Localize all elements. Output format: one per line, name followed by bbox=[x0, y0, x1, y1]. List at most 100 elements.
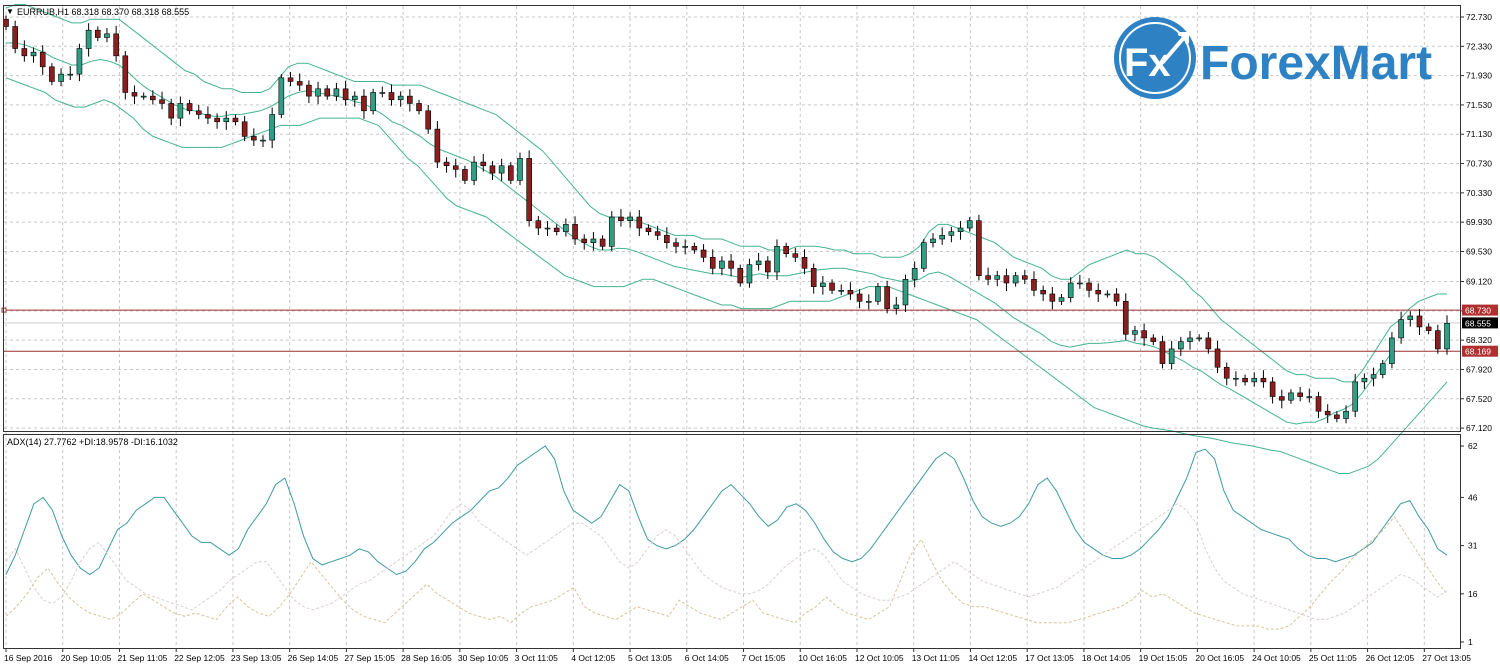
candle-bearish[interactable] bbox=[664, 235, 670, 243]
candle-bearish[interactable] bbox=[1150, 337, 1157, 342]
candle-bearish[interactable] bbox=[122, 55, 129, 93]
candle-bullish[interactable] bbox=[379, 92, 386, 94]
candle-bullish[interactable] bbox=[563, 224, 569, 232]
candle-bullish[interactable] bbox=[719, 260, 725, 269]
candle-bullish[interactable] bbox=[58, 73, 64, 82]
candle-bearish[interactable] bbox=[251, 136, 257, 141]
candle-bullish[interactable] bbox=[223, 117, 230, 123]
candle-bearish[interactable] bbox=[728, 260, 734, 269]
candle-bearish[interactable] bbox=[553, 227, 560, 232]
candle-bearish[interactable] bbox=[159, 99, 165, 104]
candle-bearish[interactable] bbox=[342, 88, 349, 101]
candle-bullish[interactable] bbox=[921, 242, 927, 269]
candle-bearish[interactable] bbox=[1122, 301, 1129, 335]
candle-bearish[interactable] bbox=[1278, 396, 1285, 401]
candle-bearish[interactable] bbox=[1324, 410, 1331, 416]
candle-bearish[interactable] bbox=[673, 242, 679, 247]
candle-bearish[interactable] bbox=[186, 103, 193, 112]
candle-bearish[interactable] bbox=[21, 48, 28, 57]
candle-bearish[interactable] bbox=[452, 165, 459, 170]
candle-bullish[interactable] bbox=[333, 88, 340, 97]
candle-bearish[interactable] bbox=[361, 95, 367, 112]
candle-bullish[interactable] bbox=[774, 246, 780, 273]
candle-bullish[interactable] bbox=[682, 246, 688, 248]
candle-bearish[interactable] bbox=[1214, 348, 1221, 368]
candle-bullish[interactable] bbox=[939, 235, 945, 240]
candle-bearish[interactable] bbox=[654, 231, 661, 236]
candle-bearish[interactable] bbox=[1021, 275, 1028, 280]
candle-bullish[interactable] bbox=[397, 95, 404, 101]
candle-bearish[interactable] bbox=[985, 275, 991, 280]
candle-bearish[interactable] bbox=[1141, 330, 1147, 339]
candle-bullish[interactable] bbox=[1251, 377, 1258, 383]
candle-bearish[interactable] bbox=[976, 220, 982, 276]
candle-bullish[interactable] bbox=[994, 275, 1001, 280]
candle-bullish[interactable] bbox=[1370, 374, 1377, 379]
candle-bearish[interactable] bbox=[480, 161, 487, 167]
candle-bullish[interactable] bbox=[67, 73, 74, 76]
candle-bullish[interactable] bbox=[966, 220, 973, 229]
candle-bullish[interactable] bbox=[930, 238, 936, 243]
candle-bullish[interactable] bbox=[1012, 275, 1019, 284]
candle-bearish[interactable] bbox=[792, 253, 799, 258]
candle-bearish[interactable] bbox=[526, 158, 532, 221]
candle-bullish[interactable] bbox=[315, 88, 321, 97]
candle-bearish[interactable] bbox=[737, 268, 744, 284]
candle-bearish[interactable] bbox=[783, 246, 789, 254]
candle-bullish[interactable] bbox=[755, 260, 762, 265]
candle-bearish[interactable] bbox=[1334, 414, 1340, 419]
candle-bullish[interactable] bbox=[1306, 396, 1313, 398]
candle-bullish[interactable] bbox=[1379, 363, 1386, 375]
candle-bullish[interactable] bbox=[893, 304, 900, 309]
candle-bullish[interactable] bbox=[351, 95, 358, 101]
candle-bullish[interactable] bbox=[104, 33, 110, 38]
candle-bearish[interactable] bbox=[1242, 377, 1248, 383]
candle-bearish[interactable] bbox=[241, 121, 248, 137]
candle-bullish[interactable] bbox=[1407, 315, 1414, 320]
candle-bullish[interactable] bbox=[1132, 330, 1138, 335]
candle-bullish[interactable] bbox=[1389, 337, 1395, 364]
candle-bearish[interactable] bbox=[1159, 341, 1166, 364]
candle-bullish[interactable] bbox=[1077, 282, 1083, 285]
candle-bearish[interactable] bbox=[700, 249, 707, 258]
candle-bearish[interactable] bbox=[462, 169, 468, 181]
candle-bearish[interactable] bbox=[443, 161, 450, 167]
candle-bearish[interactable] bbox=[168, 103, 175, 119]
candle-bearish[interactable] bbox=[489, 165, 496, 174]
candle-bearish[interactable] bbox=[884, 286, 890, 309]
candle-bearish[interactable] bbox=[829, 282, 835, 291]
candle-bearish[interactable] bbox=[1269, 381, 1276, 397]
candle-bullish[interactable] bbox=[627, 216, 633, 221]
candle-bearish[interactable] bbox=[1003, 275, 1010, 284]
candle-bearish[interactable] bbox=[1095, 290, 1102, 295]
candle-bearish[interactable] bbox=[49, 66, 55, 82]
candle-bearish[interactable] bbox=[810, 268, 817, 287]
candle-bullish[interactable] bbox=[177, 103, 184, 119]
candle-bullish[interactable] bbox=[140, 95, 147, 98]
candle-bullish[interactable] bbox=[260, 139, 266, 142]
candle-bullish[interactable] bbox=[1178, 341, 1184, 350]
candle-bearish[interactable] bbox=[636, 216, 643, 229]
candle-bearish[interactable] bbox=[232, 117, 239, 123]
candle-bearish[interactable] bbox=[1435, 330, 1441, 350]
candle-bearish[interactable] bbox=[195, 110, 202, 115]
candle-bearish[interactable] bbox=[599, 238, 606, 247]
candle-bearish[interactable] bbox=[1315, 396, 1322, 412]
candle-bearish[interactable] bbox=[416, 103, 422, 112]
candle-bearish[interactable] bbox=[324, 88, 331, 97]
candle-bearish[interactable] bbox=[1260, 377, 1267, 383]
dropdown-arrow-icon[interactable]: ▼ bbox=[6, 7, 14, 16]
candle-bearish[interactable] bbox=[306, 84, 312, 97]
candle-bearish[interactable] bbox=[847, 290, 854, 295]
candle-bearish[interactable] bbox=[39, 51, 46, 68]
candle-bearish[interactable] bbox=[1223, 366, 1230, 379]
candle-bearish[interactable] bbox=[801, 257, 808, 269]
candle-bullish[interactable] bbox=[76, 48, 83, 75]
candle-bearish[interactable] bbox=[856, 293, 863, 302]
candle-bearish[interactable] bbox=[572, 224, 578, 240]
candle-bullish[interactable] bbox=[875, 286, 881, 302]
candle-bullish[interactable] bbox=[608, 216, 615, 247]
candle-bearish[interactable] bbox=[645, 227, 652, 232]
candle-bullish[interactable] bbox=[746, 264, 753, 284]
